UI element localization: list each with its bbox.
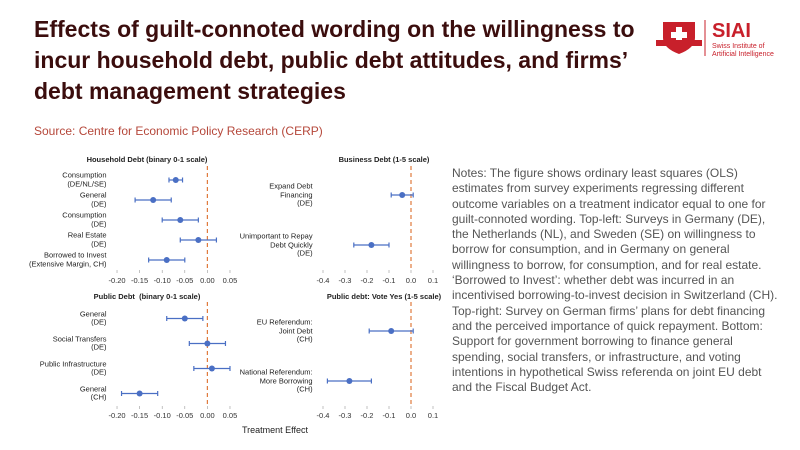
x-tick-label: -0.2 xyxy=(360,411,374,420)
x-tick-label: -0.4 xyxy=(316,276,330,285)
category-label: General (DE) xyxy=(79,190,107,208)
category-label: General (DE) xyxy=(79,309,107,327)
logo-subtitle: Swiss Institute of Artificial Intelligen… xyxy=(712,43,774,58)
logo-emblem xyxy=(656,20,706,56)
x-tick-label: 0.00 xyxy=(200,411,215,420)
x-tick-label: 0.00 xyxy=(200,276,215,285)
x-tick-label: 0.1 xyxy=(427,411,439,420)
point xyxy=(208,365,215,372)
x-tick-label: -0.15 xyxy=(131,411,149,420)
x-tick-label: 0.05 xyxy=(222,276,238,285)
x-tick-label: -0.10 xyxy=(153,276,171,285)
point xyxy=(388,328,395,334)
point xyxy=(150,197,157,203)
x-tick-label: -0.3 xyxy=(338,276,352,285)
point xyxy=(368,242,375,248)
category-label: Public Infrastructure (DE) xyxy=(39,359,107,377)
x-tick-label: -0.4 xyxy=(316,411,330,420)
x-tick-label: -0.3 xyxy=(338,411,352,420)
x-tick-label: -0.05 xyxy=(176,276,194,285)
x-tick-label: 0.05 xyxy=(222,411,238,420)
x-tick-label: -0.20 xyxy=(108,411,126,420)
point xyxy=(177,217,184,223)
source: Source: Centre for Economic Policy Resea… xyxy=(34,124,323,138)
category-label: Borrowed to Invest (Extensive Margin, CH… xyxy=(28,250,107,268)
category-label: Consumption (DE/NL/SE) xyxy=(62,170,107,188)
point xyxy=(181,315,188,322)
panel-title: Public Debt (binary 0-1 scale) xyxy=(93,292,201,301)
x-axis-label: Treatment Effect xyxy=(241,425,309,435)
point xyxy=(136,390,143,397)
category-label: Expand Debt Financing (DE) xyxy=(269,181,313,208)
x-tick-label: -0.15 xyxy=(131,276,149,285)
logo-name: SIAI xyxy=(712,20,751,42)
x-tick-label: -0.2 xyxy=(360,276,374,285)
x-tick-label: 0.1 xyxy=(427,276,439,285)
title: Effects of guilt-connoted wording on the… xyxy=(34,16,635,104)
x-tick-label: -0.05 xyxy=(176,411,194,420)
panel-title: Business Debt (1-5 scale) xyxy=(338,155,430,164)
category-label: EU Referendum: Joint Debt (CH) xyxy=(256,317,313,344)
point xyxy=(172,177,179,183)
panel-title: Household Debt (binary 0-1 scale) xyxy=(86,155,208,164)
category-label: Unimportant to Repay Debt Quickly (DE) xyxy=(239,231,313,258)
point xyxy=(195,237,202,243)
x-tick-label: -0.1 xyxy=(382,276,396,285)
category-label: Consumption (DE) xyxy=(62,210,107,228)
panel-title: Public debt: Vote Yes (1-5 scale) xyxy=(326,292,442,301)
x-tick-label: -0.10 xyxy=(153,411,171,420)
category-label: General (CH) xyxy=(79,384,107,402)
point xyxy=(163,257,170,263)
x-tick-label: 0.0 xyxy=(405,411,417,420)
point xyxy=(346,378,353,384)
x-tick-label: 0.0 xyxy=(405,276,417,285)
category-label: Social Transfers (DE) xyxy=(52,334,107,352)
x-tick-label: -0.20 xyxy=(108,276,126,285)
x-tick-label: -0.1 xyxy=(382,411,396,420)
category-label: National Referendum: More Borrowing (CH) xyxy=(239,367,313,394)
point xyxy=(204,340,211,347)
category-label: Real Estate (DE) xyxy=(67,230,107,248)
point xyxy=(399,192,406,198)
notes: Notes: The figure shows ordinary least s… xyxy=(452,166,778,395)
